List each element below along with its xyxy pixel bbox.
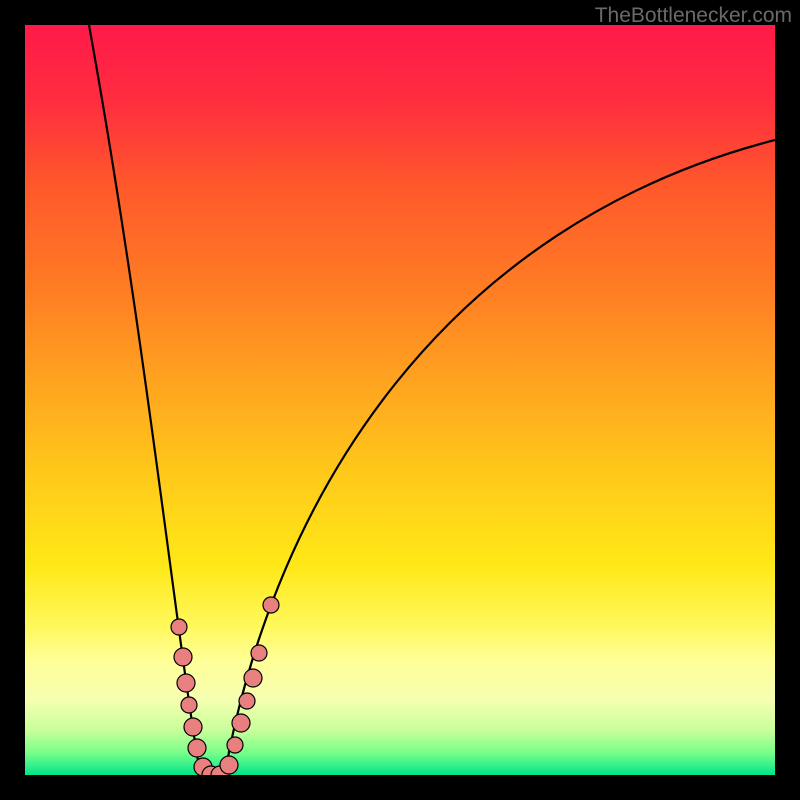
watermark-text: TheBottlenecker.com (595, 4, 792, 28)
right-curve (225, 140, 775, 773)
data-marker (251, 645, 267, 661)
data-marker (184, 718, 202, 736)
chart-container: TheBottlenecker.com (0, 0, 800, 800)
data-marker (263, 597, 279, 613)
chart-svg (25, 25, 775, 775)
data-marker (239, 693, 255, 709)
plot-area (25, 25, 775, 775)
data-marker (171, 619, 187, 635)
data-marker (227, 737, 243, 753)
data-marker (177, 674, 195, 692)
data-marker (220, 756, 238, 774)
data-marker (232, 714, 250, 732)
data-marker (188, 739, 206, 757)
data-marker (174, 648, 192, 666)
markers-group (171, 597, 279, 775)
data-marker (244, 669, 262, 687)
data-marker (181, 697, 197, 713)
